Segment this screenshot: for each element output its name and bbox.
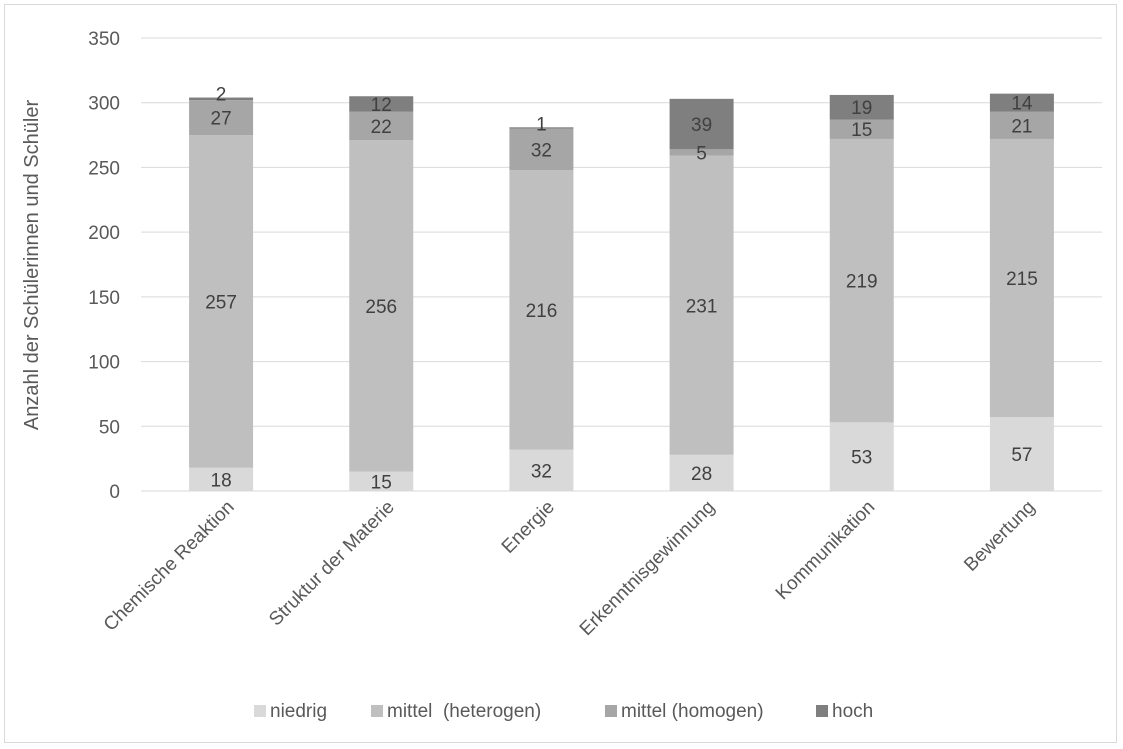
bar-segment [509, 128, 574, 171]
legend-swatch [371, 705, 383, 717]
gridlines [141, 37, 1102, 492]
bar-segment [669, 155, 734, 455]
x-axis-categories: Chemische Reaktion Struktur der Materie En… [100, 497, 1040, 640]
data-label: 231 [686, 296, 718, 317]
legend-swatch [816, 705, 828, 717]
x-category-label: Energie [498, 497, 559, 558]
bar-segment [989, 93, 1054, 112]
data-label: 28 [691, 464, 712, 485]
data-label: 18 [211, 470, 232, 491]
data-label: 39 [691, 115, 712, 136]
data-label: 15 [851, 120, 872, 141]
data-label: 215 [1006, 269, 1038, 290]
legend-label: hoch [832, 701, 873, 722]
y-tick-label: 150 [88, 288, 120, 309]
y-tick-label: 200 [88, 223, 120, 244]
y-axis-ticks: 0 50 100 150 200 250 300 350 [88, 29, 120, 503]
y-tick-label: 100 [88, 353, 120, 374]
bar-segment [989, 138, 1054, 418]
data-label: 12 [371, 95, 392, 116]
data-label: 32 [531, 461, 552, 482]
y-tick-label: 0 [109, 482, 120, 503]
bars [189, 93, 1054, 491]
y-axis-title: Anzahl der Schülerinnen und Schüler [21, 100, 43, 431]
data-label: 216 [526, 301, 558, 322]
legend: niedrig mittel (heterogen) mittel (homogen… [254, 701, 873, 722]
bar-segment [829, 138, 894, 423]
y-tick-label: 300 [88, 94, 120, 115]
data-label: 22 [371, 117, 392, 138]
data-labels: 1825727215256221232216321282315395321915… [205, 85, 1038, 494]
bar-segment [189, 467, 254, 491]
legend-label: niedrig [270, 701, 327, 722]
data-label: 15 [371, 472, 392, 493]
bar-segment [829, 422, 894, 491]
bar-segment [829, 119, 894, 139]
bar-segment [669, 149, 734, 156]
bar-segment [189, 135, 254, 468]
data-label: 27 [211, 109, 232, 130]
y-tick-label: 350 [88, 29, 120, 50]
data-label: 14 [1011, 94, 1033, 115]
bar-segment [509, 170, 574, 450]
data-label: 219 [846, 272, 878, 293]
data-label: 257 [205, 292, 237, 313]
data-label: 5 [696, 144, 707, 165]
x-category-label: Kommunikation [772, 497, 879, 604]
y-tick-label: 50 [99, 417, 120, 438]
bar-segment [989, 417, 1054, 491]
x-category-label: Erkenntnisgewinnung [576, 497, 719, 640]
bar-segment [509, 127, 574, 129]
data-label: 256 [365, 297, 397, 318]
data-label: 2 [216, 85, 227, 106]
bar-segment [349, 96, 414, 112]
data-label: 21 [1011, 116, 1032, 137]
bar-segment [509, 449, 574, 491]
data-label: 1 [536, 114, 547, 135]
x-category-label: Struktur der Materie [265, 497, 399, 631]
bar-segment [829, 94, 894, 120]
legend-swatch [254, 705, 266, 717]
y-tick-label: 250 [88, 158, 120, 179]
x-category-label: Chemische Reaktion [100, 497, 239, 636]
bar-segment [349, 471, 414, 491]
bar-segment [189, 97, 254, 101]
bar-segment [349, 140, 414, 472]
bar-segment [669, 98, 734, 150]
bar-segment [989, 111, 1054, 139]
data-label: 57 [1011, 445, 1032, 466]
legend-label: mittel (homogen) [621, 701, 764, 722]
data-label: 32 [531, 140, 552, 161]
data-label: 53 [851, 448, 872, 469]
bar-segment [669, 454, 734, 491]
bar-segment [189, 100, 254, 136]
x-category-label: Bewertung [960, 497, 1039, 576]
bar-segment [349, 111, 414, 141]
data-label: 19 [851, 98, 872, 119]
legend-swatch [605, 705, 617, 717]
legend-label: mittel (heterogen) [387, 701, 541, 722]
